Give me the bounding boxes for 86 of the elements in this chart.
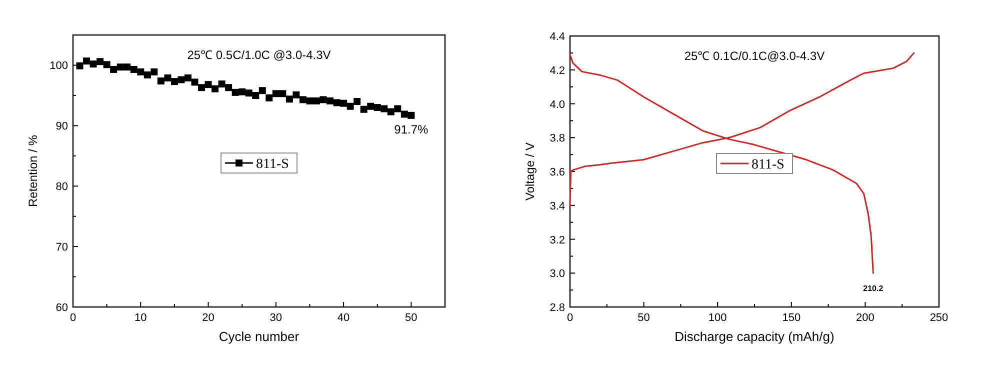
y-tick-label: 70 [56, 242, 68, 254]
legend-label: 811-S [752, 158, 784, 172]
point [245, 90, 252, 97]
x-tick-label: 20 [202, 312, 214, 324]
point [320, 96, 327, 104]
point [130, 66, 138, 73]
x-tick-label: 250 [930, 312, 948, 324]
point [83, 57, 90, 64]
legend-label: 811-S [256, 157, 289, 172]
point [312, 97, 320, 104]
x-tick-label: 200 [856, 312, 874, 324]
point [394, 105, 402, 112]
point [90, 60, 97, 68]
point [225, 84, 232, 92]
y-tick-label: 3.2 [550, 234, 565, 246]
y-tick-label: 90 [56, 120, 68, 133]
point [198, 84, 206, 92]
x-axis-title: Cycle number [218, 329, 300, 344]
point [164, 74, 172, 82]
y-tick-label: 4.2 [550, 64, 565, 77]
y-tick-label: 3.6 [550, 166, 565, 178]
y-tick-label: 4.0 [550, 98, 565, 111]
annotation: 91.7% [394, 122, 429, 136]
y-tick-label: 80 [56, 181, 68, 194]
point [360, 106, 368, 113]
point [218, 80, 226, 88]
point [279, 90, 286, 98]
y-tick-label: 3.0 [550, 268, 565, 280]
point [116, 64, 124, 71]
point [374, 104, 381, 112]
point [387, 108, 394, 116]
y-tick-label: 3.4 [550, 200, 565, 212]
point [286, 96, 293, 103]
y-axis-title: Retention / % [26, 134, 40, 208]
y-tick-label: 100 [50, 60, 68, 72]
y-tick-label: 4.4 [550, 31, 565, 43]
x-tick-label: 30 [270, 312, 282, 324]
point [103, 61, 110, 68]
y-tick-label: 60 [56, 302, 68, 314]
point [191, 78, 198, 86]
x-tick-label: 100 [708, 312, 727, 324]
x-axis-title: Discharge capacity (mAh/g) [674, 329, 834, 344]
point [299, 96, 306, 104]
point [346, 102, 354, 110]
point [170, 78, 178, 86]
y-tick-label: 3.8 [550, 132, 565, 145]
point [150, 68, 158, 76]
point [110, 66, 118, 73]
point [367, 102, 374, 110]
point [96, 58, 104, 66]
annotation: 210.2 [863, 284, 884, 294]
x-tick-label: 0 [566, 312, 574, 324]
point [184, 74, 192, 82]
point [333, 99, 340, 106]
point [400, 110, 408, 118]
y-tick-label: 2.8 [550, 302, 565, 314]
x-tick-label: 50 [405, 312, 418, 324]
point [252, 92, 260, 99]
point [124, 64, 131, 71]
x-tick-label: 0 [70, 312, 76, 324]
point [272, 90, 280, 98]
point [258, 87, 266, 94]
text: 25℃ 0.1C/0.1C@3.0-4.3V [684, 49, 825, 63]
point [157, 77, 164, 84]
point [76, 62, 84, 70]
x-tick-label: 40 [337, 312, 350, 324]
point [326, 97, 334, 104]
x-tick-label: 50 [638, 312, 650, 324]
point [204, 81, 212, 88]
point [238, 88, 246, 96]
point [144, 71, 151, 78]
point [408, 112, 415, 119]
point [266, 94, 273, 102]
text: 25℃ 0.5C/1.0C @3.0-4.3V [187, 48, 331, 62]
point [380, 105, 388, 112]
point [232, 88, 239, 96]
x-tick-label: 10 [134, 312, 147, 324]
point [137, 68, 144, 76]
point [292, 91, 300, 98]
point [212, 85, 219, 92]
x-tick-label: 150 [782, 312, 801, 324]
point [306, 97, 314, 104]
point [354, 98, 361, 105]
point [178, 76, 185, 84]
y-axis-title: Voltage / V [523, 142, 537, 201]
point [340, 100, 348, 107]
